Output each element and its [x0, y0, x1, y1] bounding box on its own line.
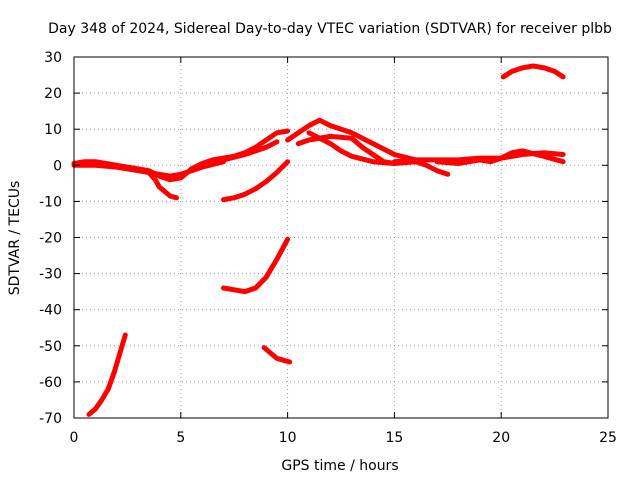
x-axis-label: GPS time / hours [281, 458, 398, 474]
y-tick-label: 10 [44, 122, 62, 138]
series-arc-5 [221, 159, 291, 203]
y-tick-label: -10 [39, 194, 62, 210]
x-tick-label: 5 [176, 430, 185, 446]
series-arc-11 [306, 130, 451, 177]
series-arc-3 [146, 170, 179, 201]
y-tick-label: 30 [44, 50, 62, 66]
grid [74, 57, 608, 418]
y-tick-label: 0 [53, 158, 62, 174]
series-arc-14 [500, 63, 566, 80]
x-tick-label: 25 [599, 430, 617, 446]
y-tick-label: -60 [39, 375, 62, 391]
series-arc-2 [71, 159, 226, 179]
chart-title: Day 348 of 2024, Sidereal Day-to-day VTE… [48, 21, 612, 37]
series-arc-6 [86, 332, 128, 417]
x-tick-label: 15 [385, 430, 403, 446]
x-tick-label: 10 [279, 430, 297, 446]
y-axis-label: SDTVAR / TECUs [7, 181, 23, 296]
x-tick-label: 0 [70, 430, 79, 446]
axis-ticks: 0 5 10 15 20 25 -70 -60 -50 -40 -30 -20 -10 0 10 20 30 [39, 50, 617, 446]
x-tick-label: 20 [492, 430, 510, 446]
y-tick-label: -70 [39, 411, 62, 427]
series-arc-9 [285, 117, 419, 163]
y-tick-label: -50 [39, 339, 62, 355]
series-arc-8 [261, 345, 293, 365]
y-tick-label: -40 [39, 303, 62, 319]
series-arc-7 [221, 236, 291, 295]
data-series [71, 63, 566, 417]
y-tick-label: -30 [39, 267, 62, 283]
series-arc-13 [434, 148, 566, 166]
y-tick-label: 20 [44, 86, 62, 102]
y-tick-label: -20 [39, 231, 62, 247]
series-arc-4 [199, 139, 280, 168]
